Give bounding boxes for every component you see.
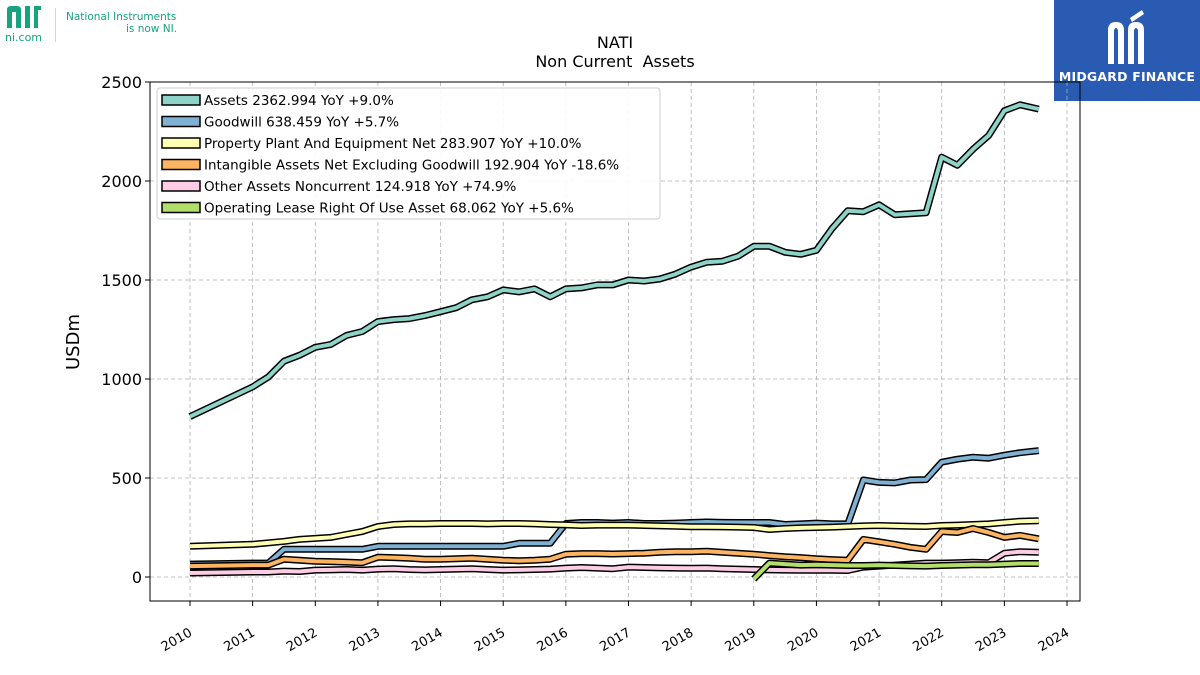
x-tick-label: 2011 [221, 625, 257, 655]
legend-entry: Other Assets Noncurrent 124.918 YoY +74.… [204, 179, 516, 195]
midgard-finance-logo: MIDGARD FINANCE [1054, 0, 1200, 101]
ni-tagline-line1: National Instruments [66, 11, 177, 23]
series-assets [188, 101, 1040, 420]
legend-swatch [161, 158, 201, 171]
y-tick-label: 500 [111, 469, 142, 488]
x-tick-label: 2014 [409, 625, 445, 655]
legend-entry: Goodwill 638.459 YoY +5.7% [204, 115, 399, 131]
series-line [189, 526, 1040, 569]
legend-entry: Property Plant And Equipment Net 283.907… [204, 136, 582, 152]
legend-swatch [161, 115, 201, 128]
x-tick-label: 2017 [597, 625, 633, 655]
legend: Assets 2362.994 YoY +9.0% Goodwill 638.45… [156, 87, 661, 220]
y-tick-label: 1500 [101, 271, 142, 290]
x-tick-label: 2012 [284, 625, 320, 655]
ni-logo: ni.com National Instruments is now NI. [0, 0, 190, 50]
x-tick-label: 2021 [848, 625, 884, 655]
ni-logo-icon [7, 6, 41, 28]
series-operating-lease-right-of-use-asset [751, 559, 1039, 582]
y-tick-label: 2000 [101, 172, 142, 191]
legend-entry: Intangible Assets Net Excluding Goodwill… [204, 158, 619, 174]
midgard-logo-icon [1108, 10, 1144, 64]
brand-name: MIDGARD FINANCE [1058, 69, 1196, 84]
legend-swatch [161, 201, 201, 214]
legend-swatch [161, 137, 201, 149]
series-lines [188, 101, 1040, 582]
y-tick-label: 1000 [101, 370, 142, 389]
x-tick-label: 2019 [723, 625, 759, 655]
plot-frame [149, 81, 1081, 602]
series-line [189, 518, 1039, 549]
x-tick-label: 2018 [660, 625, 696, 655]
series-intangible-assets-net-excluding-goodwill [189, 525, 1040, 570]
series-line [189, 102, 1040, 419]
x-tick-label: 2020 [785, 625, 821, 655]
legend-swatch [161, 180, 201, 192]
x-tick-label: 2023 [973, 625, 1009, 655]
ni-domain: ni.com [5, 31, 43, 44]
legend-swatch [161, 94, 201, 106]
y-tick-label: 2500 [101, 73, 142, 92]
x-tick-label: 2015 [472, 625, 508, 655]
ni-divider [55, 8, 56, 42]
x-tick-label: 2010 [159, 625, 195, 655]
series-line [752, 561, 1039, 581]
y-axis-label: USDm [63, 314, 84, 370]
x-tick-label: 2022 [911, 625, 947, 655]
series-property-plant-and-equipment-net [189, 517, 1039, 550]
x-tick-label: 2024 [1036, 625, 1072, 655]
chart-subtitle: Non Current Assets [535, 52, 694, 71]
ni-tagline-line2: is now NI. [126, 23, 178, 35]
x-tick-label: 2013 [347, 625, 383, 655]
legend-entry: Assets 2362.994 YoY +9.0% [204, 93, 394, 109]
x-tick-label: 2016 [535, 625, 571, 655]
legend-entry: Operating Lease Right Of Use Asset 68.06… [204, 201, 574, 217]
legend-box [156, 87, 661, 220]
y-tick-label: 0 [132, 568, 142, 587]
ni-tagline: National Instruments is now NI. [66, 11, 177, 35]
chart-title: NATI [597, 33, 633, 52]
